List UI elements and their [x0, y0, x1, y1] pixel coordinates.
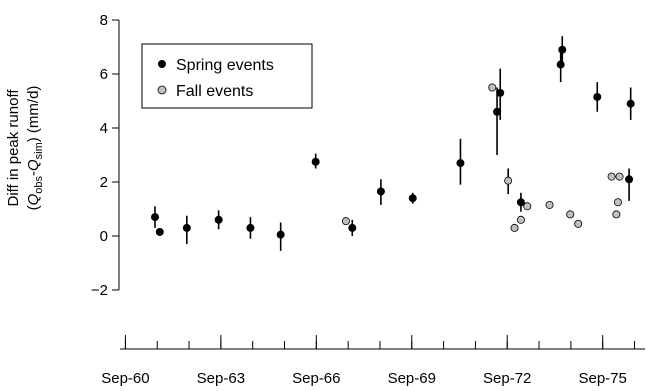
data-point-spring	[348, 223, 357, 232]
y-tick-label: 4	[100, 120, 108, 137]
y-tick-label: 2	[100, 174, 108, 191]
data-point-fall	[607, 172, 616, 181]
data-point-spring	[214, 215, 223, 224]
data-point-fall	[341, 217, 350, 226]
data-point-spring	[155, 227, 164, 236]
data-point-spring	[311, 157, 320, 166]
legend-label-spring: Spring events	[176, 57, 274, 74]
data-point-fall	[488, 83, 497, 92]
legend-box	[141, 43, 313, 109]
y-tick-label: 0	[100, 228, 108, 245]
data-point-fall	[510, 223, 519, 232]
y-tick-label: 6	[100, 66, 108, 83]
data-point-fall	[566, 210, 575, 219]
data-point-spring	[276, 230, 285, 239]
x-tick-label: Sep-72	[483, 370, 531, 387]
data-point-spring	[625, 175, 634, 184]
data-point-spring	[182, 223, 191, 232]
data-point-spring	[151, 213, 159, 222]
data-point-spring	[246, 223, 255, 232]
series-fall-events	[341, 83, 624, 232]
y-tick-label: 8	[100, 12, 108, 29]
y-axis: −2 0 2 4 6 8	[91, 12, 120, 299]
y-axis-label-line1: Diff in peak runoff	[5, 89, 22, 207]
y-axis-label-line2: (Qobs-Qsim) (mm/d)	[25, 86, 45, 211]
legend-marker-fall	[157, 85, 167, 95]
series-layer	[151, 36, 635, 251]
data-point-spring	[558, 45, 567, 54]
x-tick-label: Sep-66	[292, 370, 340, 387]
data-point-spring	[496, 88, 505, 97]
data-point-fall	[612, 210, 621, 219]
x-tick-label: Sep-75	[578, 370, 626, 387]
data-point-spring	[376, 187, 385, 196]
series-spring-events	[151, 36, 635, 251]
legend-label-fall: Fall events	[176, 83, 253, 100]
data-point-fall	[613, 198, 622, 207]
x-tick-label: Sep-69	[388, 370, 436, 387]
x-tick-label: Sep-63	[197, 370, 245, 387]
data-point-fall	[545, 200, 554, 209]
data-point-spring	[556, 60, 565, 69]
y-axis-label: Diff in peak runoff (Qobs-Qsim) (mm/d)	[5, 86, 45, 211]
x-axis: Sep-60 Sep-63 Sep-66 Sep-69 Sep-72 Sep-75	[101, 335, 645, 387]
data-point-fall	[523, 202, 532, 211]
x-tick-label: Sep-60	[101, 370, 149, 387]
data-point-spring	[456, 159, 465, 168]
legend: Spring events Fall events	[141, 43, 313, 109]
data-point-spring	[626, 99, 635, 108]
data-point-spring	[408, 194, 417, 203]
data-point-spring	[516, 198, 525, 207]
data-point-spring	[493, 107, 502, 116]
data-point-spring	[593, 92, 602, 101]
data-point-fall	[516, 215, 525, 224]
data-point-fall	[504, 176, 513, 185]
y-tick-label: −2	[91, 282, 108, 299]
data-point-fall	[615, 172, 624, 181]
data-point-fall	[574, 219, 583, 228]
legend-marker-spring	[158, 60, 166, 68]
